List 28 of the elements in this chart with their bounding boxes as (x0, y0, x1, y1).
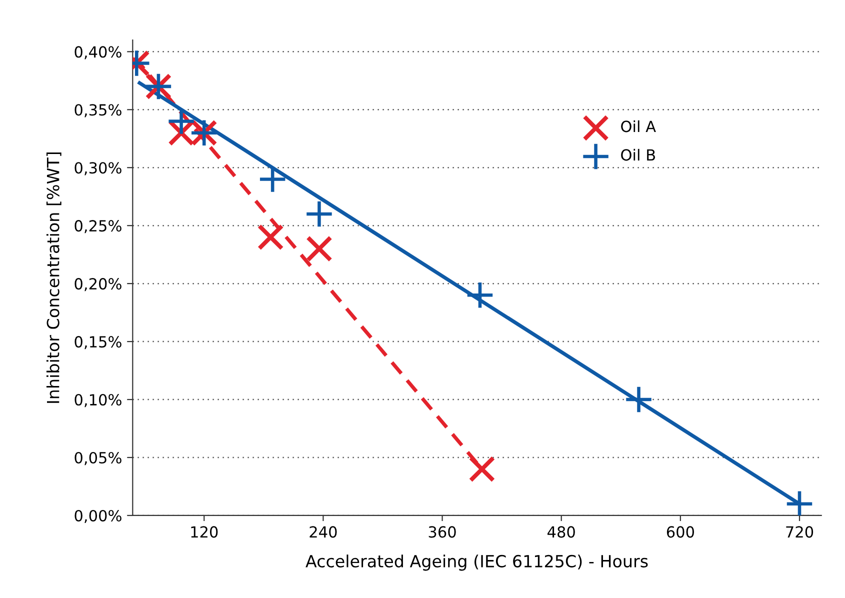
legend-label: Oil A (621, 120, 656, 132)
y-tick-label: 0,35% (74, 104, 122, 118)
y-tick-label: 0,40% (74, 46, 122, 60)
point (626, 386, 652, 412)
x-tick-label: 120 (191, 526, 218, 538)
x-tick-label: 600 (666, 526, 694, 538)
y-axis-title: Inhibitor Concentration [%WT] (46, 152, 62, 403)
y-tick-label: 0,20% (74, 278, 122, 292)
point (306, 236, 332, 262)
y-tick-label: 0,10% (74, 394, 122, 408)
point (469, 456, 495, 482)
x-tick-label: 480 (548, 526, 575, 538)
x-tick-label: 240 (310, 526, 337, 538)
legend-label: Oil B (621, 148, 655, 161)
x-tick-label: 360 (428, 526, 456, 538)
point (258, 224, 284, 250)
x-axis-title: Accelerated Ageing (IEC 61125C) - Hours (306, 554, 648, 571)
point (260, 166, 286, 192)
x-tick-label: 720 (786, 526, 814, 538)
y-tick-label: 0,30% (74, 162, 122, 176)
y-tick-label: 0,15% (74, 336, 122, 350)
y-tick-label: 0,00% (74, 510, 122, 524)
point (467, 282, 493, 308)
point (168, 108, 194, 134)
y-tick-label: 0,25% (74, 220, 122, 234)
point (306, 201, 332, 227)
point (786, 491, 812, 516)
y-tick-label: 0,05% (74, 452, 122, 466)
